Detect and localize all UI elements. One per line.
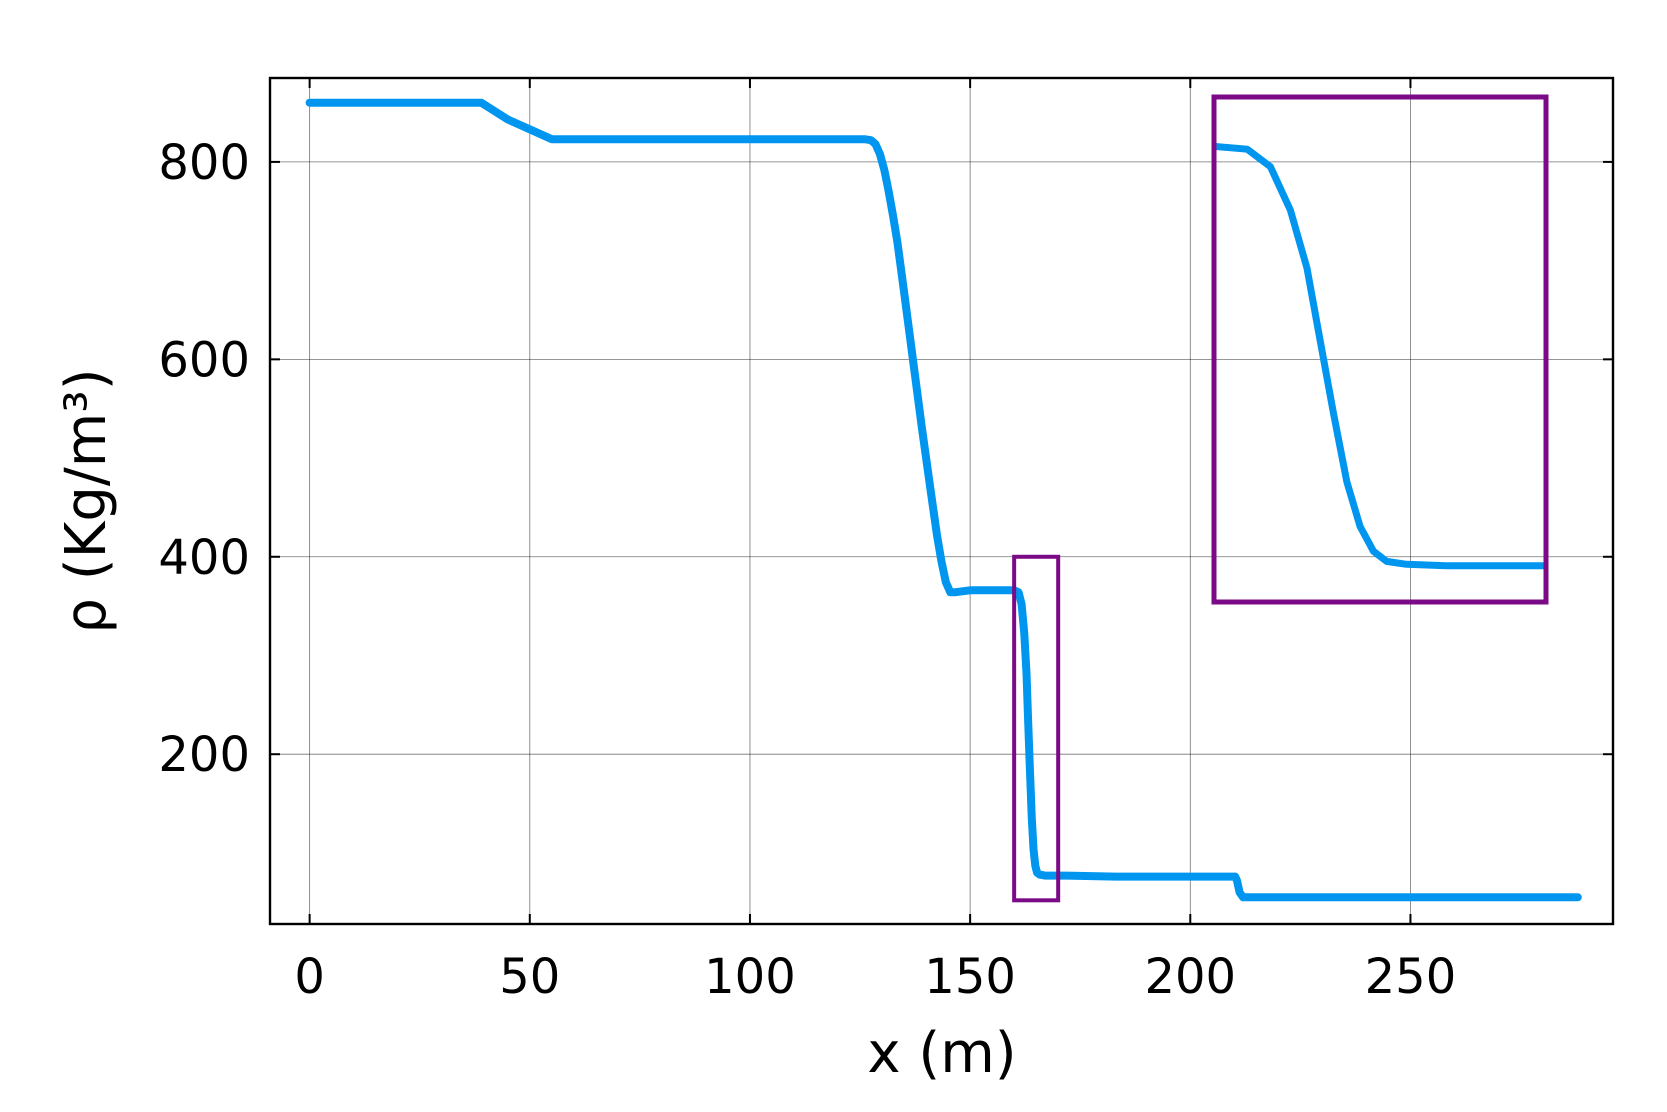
y-tick-label: 200 [158,727,250,783]
axis-ticks [270,78,1613,924]
y-tick-labels: 200 400 600 800 [158,135,250,783]
density-series-line [305,98,1582,902]
inset-series-line [1214,142,1546,570]
y-axis-label: ρ (Kg/m³) [54,368,119,633]
y-tick-label: 600 [158,332,250,388]
gridlines [270,78,1613,924]
y-tick-label: 800 [158,135,250,191]
x-tick-label: 250 [1365,949,1457,1005]
x-tick-label: 200 [1144,949,1236,1005]
x-axis-label: x (m) [867,1021,1016,1086]
x-tick-label: 150 [924,949,1016,1005]
inset-zoom-frame [1211,94,1549,605]
x-tick-label: 50 [499,949,560,1005]
x-tick-label: 0 [294,949,325,1005]
y-tick-label: 400 [158,530,250,586]
x-tick-label: 100 [704,949,796,1005]
plot-frame [268,76,1615,926]
x-tick-labels: 0 50 100 150 200 250 [294,949,1456,1005]
zoom-highlight-box [1012,554,1061,903]
